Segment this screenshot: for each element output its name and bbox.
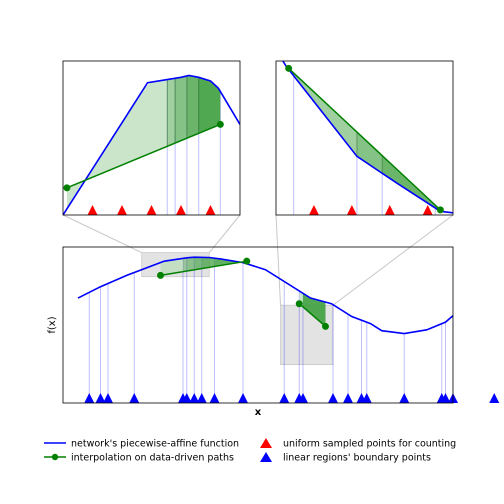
main-boundary-point-4 [129,393,140,403]
zoom_left-uniform-point-3 [146,205,157,215]
zoom_right-uniform-point-3 [384,205,395,215]
zoom_left-interp-fill-0 [66,79,168,209]
zoom-connector-4 [332,214,454,306]
legend-entry-network: network's piecewise-affine function [44,439,239,450]
zoom_right-uniform-point-2 [346,205,357,215]
zoom_left-network-function-line [63,74,240,215]
zoom_left-uniform-point-5 [205,205,216,215]
x-axis-label: x [255,407,262,418]
legend-label-boundary: linear regions' boundary points [283,453,431,464]
zoom_left-interpolation-line [66,123,221,189]
zoom-panel-right-frame [275,60,454,216]
legend-swatch-uniform-triangle [260,438,272,448]
zoom-panel-left-frame [62,60,241,216]
legend-entry-boundary: linear regions' boundary points [260,452,431,464]
main-interpolation-endpoint-2-2 [322,322,329,330]
zoom-connector-2 [208,214,241,253]
legend-swatch-boundary-triangle [260,452,272,462]
main-interpolation-line-1 [160,260,247,277]
y-axis-label: f(x) [47,316,58,333]
main-interp-1-fill-1 [183,257,187,272]
main-interp-1-fill-4 [201,257,215,269]
legend-entry-uniform: uniform sampled points for counting [260,438,456,450]
zoom-panel-left [62,60,241,216]
main-boundary-point-8 [196,393,207,403]
main-interp-1-fill-0 [160,258,183,276]
main-panel: x f(x) [47,246,500,418]
main-boundary-point-15 [343,393,353,403]
zoom_right-interpolation-line [288,67,441,211]
main-boundary-point-22 [489,393,500,403]
main-interp-2-fill-1 [303,293,326,327]
legend-swatch-interpolation-dot [51,453,59,461]
main-boundary-point-11 [279,393,290,403]
zoom_left-uniform-point-2 [117,205,127,215]
zoom_left-interp-fill-3 [186,75,199,139]
main-interpolation-line-2 [298,303,326,327]
main-interpolation-endpoint-2-1 [295,300,303,308]
main-boundary-point-18 [399,393,410,403]
main-boundary-point-7 [189,393,200,403]
main-boundary-point-9 [209,393,220,403]
main-boundary-point-10 [238,393,248,403]
legend-label-uniform: uniform sampled points for counting [283,439,456,450]
zoom_left-interpolation-endpoint-2 [216,120,224,128]
main-network-function-line [77,256,453,335]
main-boundary-point-13 [298,393,308,403]
main-boundary-point-3 [103,393,113,403]
main-boundary-point-1 [84,393,95,403]
legend-label-interpolation: interpolation on data-driven paths [71,453,234,464]
main-interp-1-fill-3 [194,257,202,270]
zoom_left-interp-fill-4 [198,77,221,134]
zoom-connector-3 [275,214,281,306]
zoom_left-uniform-point-4 [176,205,186,215]
main-boundary-point-14 [328,393,338,403]
zoom_left-uniform-point-1 [87,205,98,215]
main-panel-frame [62,246,454,404]
main-boundary-point-17 [361,393,372,403]
zoom_left-interpolation-endpoint-1 [63,184,71,192]
main-boundary-point-2 [95,393,106,403]
legend-entry-interpolation: interpolation on data-driven paths [44,453,234,464]
main-interp-1-fill-5 [214,258,243,267]
zoom_right-interpolation-endpoint-2 [436,206,444,214]
zoom-connector-lines [62,214,454,306]
legend: network's piecewise-affine function inte… [44,438,456,464]
main-interpolation-endpoint-1-1 [157,271,164,279]
zoom-panel-right [275,60,454,216]
zoom_right-interpolation-endpoint-1 [285,64,293,72]
main-interp-1-fill-2 [186,257,195,272]
zoom-connector-1 [62,214,142,254]
zoom_right-interp-fill-2 [356,132,383,174]
zoom_right-uniform-point-1 [308,205,319,215]
main-boundary-point-20 [440,393,451,403]
main-interpolation-endpoint-1-2 [243,257,251,265]
zoom_right-network-function-line [281,61,453,214]
zoom_left-interp-fill-1 [167,78,176,147]
zoom_right-uniform-point-4 [422,205,433,215]
zoom_left-interp-fill-2 [175,75,187,144]
main-boundary-point-6 [181,393,192,403]
legend-label-network: network's piecewise-affine function [71,439,239,450]
